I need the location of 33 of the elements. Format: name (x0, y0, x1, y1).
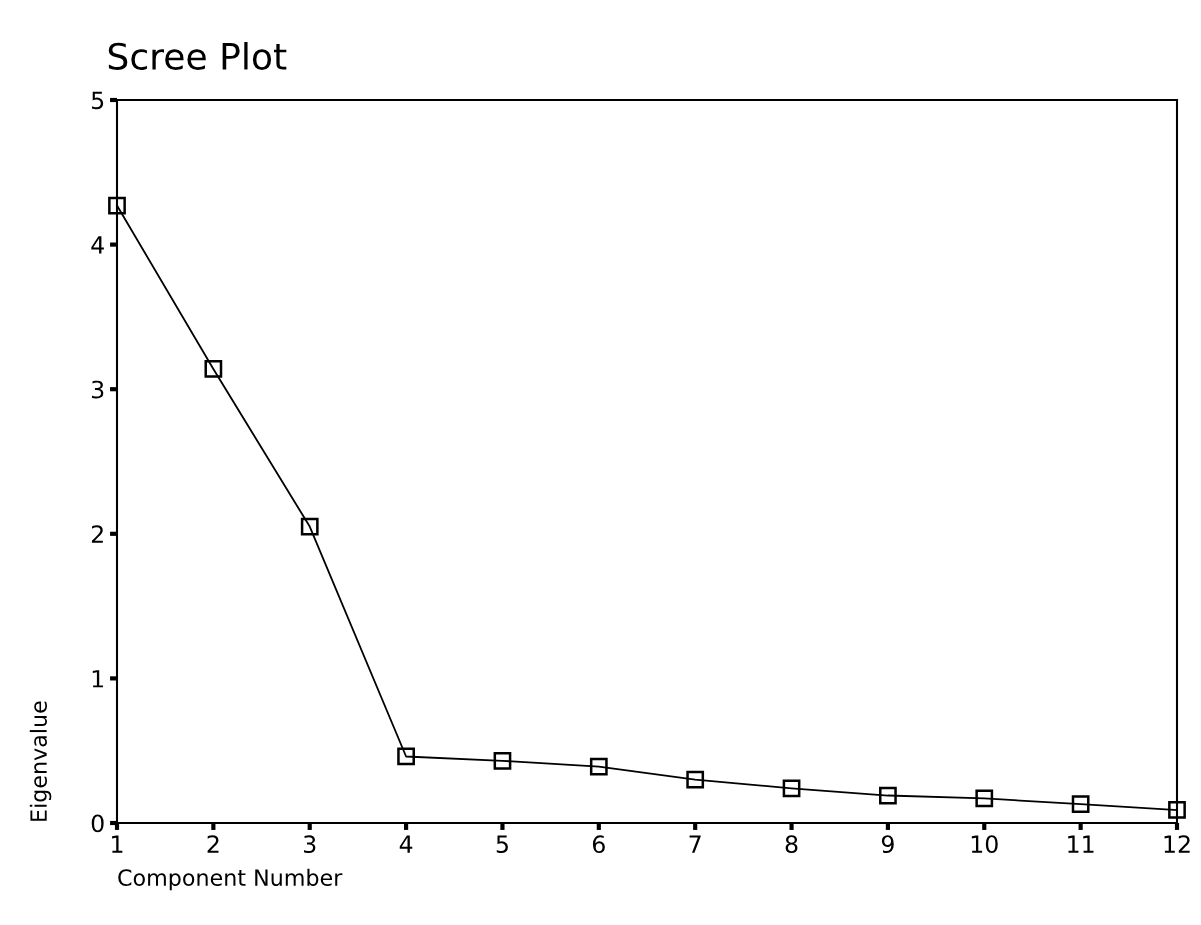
y-tick-label: 4 (91, 236, 104, 254)
point (1071, 795, 1090, 814)
x-tick-label: 6 (592, 835, 605, 854)
point (493, 751, 512, 770)
point (686, 770, 705, 789)
x-tick-label: 4 (399, 835, 413, 853)
y-axis-title: Eigenvalue (29, 701, 52, 821)
point (397, 747, 415, 766)
point (300, 517, 319, 536)
x-tick-label: 9 (881, 835, 894, 854)
x-tick-label: 3 (304, 835, 316, 854)
y-tick-label: 1 (92, 670, 104, 688)
x-tick-label: 1 (112, 835, 123, 853)
y-tick-label: 0 (91, 814, 104, 833)
point (589, 757, 608, 776)
x-tick-label: 7 (689, 835, 701, 853)
x-tick-label: 5 (496, 835, 508, 854)
y-tick-label: 3 (91, 380, 104, 399)
x-tick-label: 8 (785, 835, 798, 854)
point (782, 779, 801, 798)
x-tick-label: 11 (1068, 835, 1094, 853)
x-tick-label: 12 (1164, 835, 1190, 853)
point (204, 360, 223, 378)
x-tick-label: 2 (207, 835, 219, 853)
point (975, 789, 994, 808)
point (1168, 801, 1186, 819)
y-tick-label: 5 (91, 91, 104, 110)
chart-title: Scree Plot (108, 42, 287, 70)
point (879, 786, 897, 805)
y-tick-label: 2 (91, 525, 103, 543)
point (108, 196, 126, 215)
x-tick-label: 10 (971, 835, 998, 854)
x-axis-title: Component Number (118, 868, 343, 891)
